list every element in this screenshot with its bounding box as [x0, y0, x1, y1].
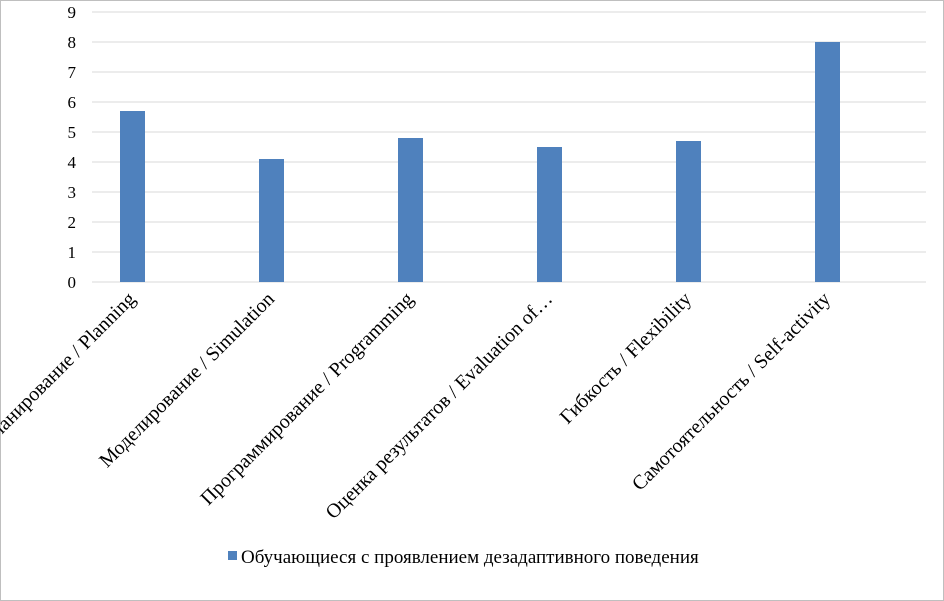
- gridlines: [92, 11, 926, 283]
- y-tick-label: 3: [68, 183, 77, 202]
- y-tick-label: 7: [68, 63, 77, 82]
- legend: Обучающиеся с проявлением дезадаптивного…: [228, 547, 699, 568]
- legend-label: Обучающиеся с проявлением дезадаптивного…: [241, 547, 699, 568]
- x-category-label: Оценка результатов / Evaluation of…: [321, 288, 557, 524]
- y-tick-label: 9: [68, 3, 77, 22]
- y-tick-label: 4: [68, 153, 77, 172]
- y-tick-label: 6: [68, 93, 77, 112]
- bar: [259, 159, 284, 282]
- bar: [676, 141, 701, 282]
- bars: [120, 42, 840, 282]
- y-tick-label: 5: [68, 123, 77, 142]
- y-tick-label: 1: [68, 243, 77, 262]
- legend-swatch: [228, 551, 237, 560]
- x-category-label: Гибкость / Flexibility: [556, 288, 696, 428]
- x-category-label: Планирование / Planning: [0, 288, 140, 452]
- bar: [815, 42, 840, 282]
- bar: [398, 138, 423, 282]
- y-tick-label: 8: [68, 33, 77, 52]
- bar: [120, 111, 145, 282]
- y-tick-label: 2: [68, 213, 77, 232]
- bar: [537, 147, 562, 282]
- y-tick-label: 0: [68, 273, 77, 292]
- y-axis-tick-labels: 0 1 2 3 4 5 6 7 8 9: [68, 3, 77, 292]
